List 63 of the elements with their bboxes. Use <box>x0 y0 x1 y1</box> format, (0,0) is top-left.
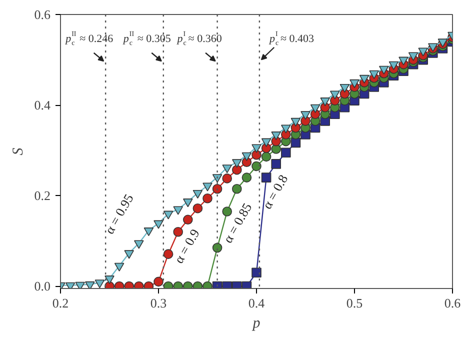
point <box>212 184 222 194</box>
point <box>154 220 164 229</box>
point <box>222 174 232 184</box>
point <box>369 70 379 79</box>
point <box>320 98 330 106</box>
point <box>242 152 252 161</box>
point <box>163 249 174 259</box>
point <box>183 214 193 225</box>
y-tick-label: 0.2 <box>34 188 50 204</box>
point <box>202 182 212 192</box>
x-axis-title: p <box>252 316 261 332</box>
point <box>163 210 174 220</box>
point <box>192 203 203 214</box>
x-tick-label: 0.4 <box>248 296 266 310</box>
point <box>222 164 232 174</box>
point <box>340 84 350 93</box>
point <box>281 148 291 158</box>
point <box>252 268 262 278</box>
point <box>154 276 164 287</box>
text: α = 0.85 <box>220 200 255 246</box>
point <box>330 90 340 100</box>
point <box>261 172 272 182</box>
x-tick-label: 0.2 <box>52 296 69 310</box>
point <box>85 281 95 288</box>
point <box>252 144 262 153</box>
point <box>212 174 222 183</box>
point <box>359 74 370 84</box>
point <box>300 111 310 120</box>
point <box>261 152 272 162</box>
x-tick-label: 0.5 <box>346 296 363 310</box>
x-tick-label: 0.6 <box>444 296 462 310</box>
point <box>173 226 183 237</box>
point <box>398 56 408 66</box>
point <box>271 132 281 140</box>
point <box>350 79 360 88</box>
point <box>232 159 242 168</box>
point <box>232 164 242 175</box>
point <box>192 190 203 199</box>
point <box>261 138 272 147</box>
x-tick-label: 0.3 <box>150 296 167 310</box>
point <box>281 124 291 134</box>
y-axis-title: S <box>10 147 26 156</box>
point <box>232 184 242 194</box>
point <box>271 159 281 169</box>
text: α = 0.9 <box>171 226 202 266</box>
point <box>242 172 252 182</box>
point <box>310 104 320 113</box>
text: α = 0.95 <box>102 191 136 237</box>
point <box>379 66 389 74</box>
point <box>388 61 399 70</box>
point <box>212 242 222 253</box>
point <box>418 48 428 56</box>
y-tick-label: 0.6 <box>34 7 51 22</box>
point <box>173 206 183 215</box>
text: α = 0.8 <box>259 172 291 212</box>
point <box>290 118 301 127</box>
point <box>408 52 418 61</box>
point <box>202 193 212 204</box>
point <box>75 282 85 288</box>
point <box>252 161 262 172</box>
point <box>222 206 232 216</box>
y-tick-label: 0.4 <box>34 98 51 113</box>
y-tick-label: 0.0 <box>34 278 50 294</box>
